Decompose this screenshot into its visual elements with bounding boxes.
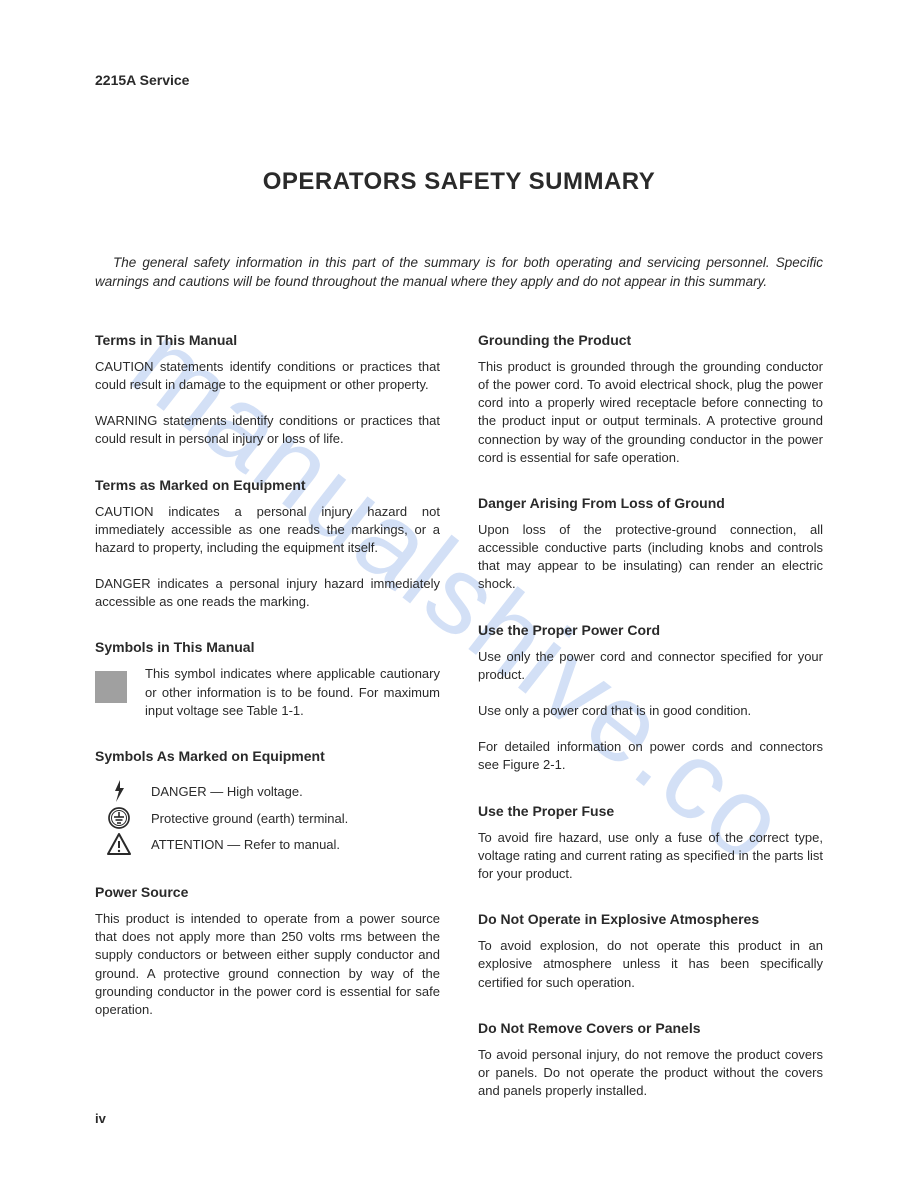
paragraph: Use only a power cord that is in good co…	[478, 702, 823, 720]
section-title: Danger Arising From Loss of Ground	[478, 495, 823, 511]
icon-label: DANGER — High voltage.	[143, 784, 303, 799]
content: 2215A Service OPERATORS SAFETY SUMMARY T…	[95, 72, 823, 1118]
section-title: Use the Proper Power Cord	[478, 622, 823, 638]
lightning-icon	[95, 778, 143, 804]
columns: Terms in This Manual CAUTION statements …	[95, 332, 823, 1119]
paragraph: CAUTION statements identify conditions o…	[95, 358, 440, 394]
symbol-description: This symbol indicates where applicable c…	[145, 665, 440, 720]
paragraph: DANGER indicates a personal injury hazar…	[95, 575, 440, 611]
section-title: Grounding the Product	[478, 332, 823, 348]
section-title: Do Not Remove Covers or Panels	[478, 1020, 823, 1036]
paragraph: Upon loss of the protective-ground conne…	[478, 521, 823, 594]
section-title: Terms as Marked on Equipment	[95, 477, 440, 493]
page: manualshive.co 2215A Service OPERATORS S…	[0, 0, 918, 1188]
icon-row: DANGER — High voltage.	[95, 778, 440, 804]
symbol-row: This symbol indicates where applicable c…	[95, 665, 440, 720]
left-column: Terms in This Manual CAUTION statements …	[95, 332, 440, 1119]
paragraph: This product is grounded through the gro…	[478, 358, 823, 467]
icon-list: DANGER — High voltage.	[95, 778, 440, 856]
paragraph: To avoid personal injury, do not remove …	[478, 1046, 823, 1101]
paragraph: WARNING statements identify conditions o…	[95, 412, 440, 448]
paragraph: To avoid fire hazard, use only a fuse of…	[478, 829, 823, 884]
icon-label: ATTENTION — Refer to manual.	[143, 837, 340, 852]
paragraph: To avoid explosion, do not operate this …	[478, 937, 823, 992]
right-column: Grounding the Product This product is gr…	[478, 332, 823, 1119]
paragraph: This product is intended to operate from…	[95, 910, 440, 1019]
gray-box-icon	[95, 671, 127, 703]
page-title: OPERATORS SAFETY SUMMARY	[95, 168, 823, 196]
paragraph: CAUTION indicates a personal injury haza…	[95, 503, 440, 558]
intro-paragraph: The general safety information in this p…	[95, 254, 823, 292]
icon-row: ATTENTION — Refer to manual.	[95, 832, 440, 856]
icon-row: Protective ground (earth) terminal.	[95, 806, 440, 830]
section-title: Terms in This Manual	[95, 332, 440, 348]
paragraph: Use only the power cord and connector sp…	[478, 648, 823, 684]
section-title: Do Not Operate in Explosive Atmospheres	[478, 911, 823, 927]
section-title: Power Source	[95, 884, 440, 900]
section-title: Symbols in This Manual	[95, 639, 440, 655]
attention-icon	[95, 832, 143, 856]
ground-icon	[95, 806, 143, 830]
section-title: Symbols As Marked on Equipment	[95, 748, 440, 764]
icon-label: Protective ground (earth) terminal.	[143, 811, 348, 826]
header-label: 2215A Service	[95, 72, 823, 88]
paragraph: For detailed information on power cords …	[478, 738, 823, 774]
section-title: Use the Proper Fuse	[478, 803, 823, 819]
